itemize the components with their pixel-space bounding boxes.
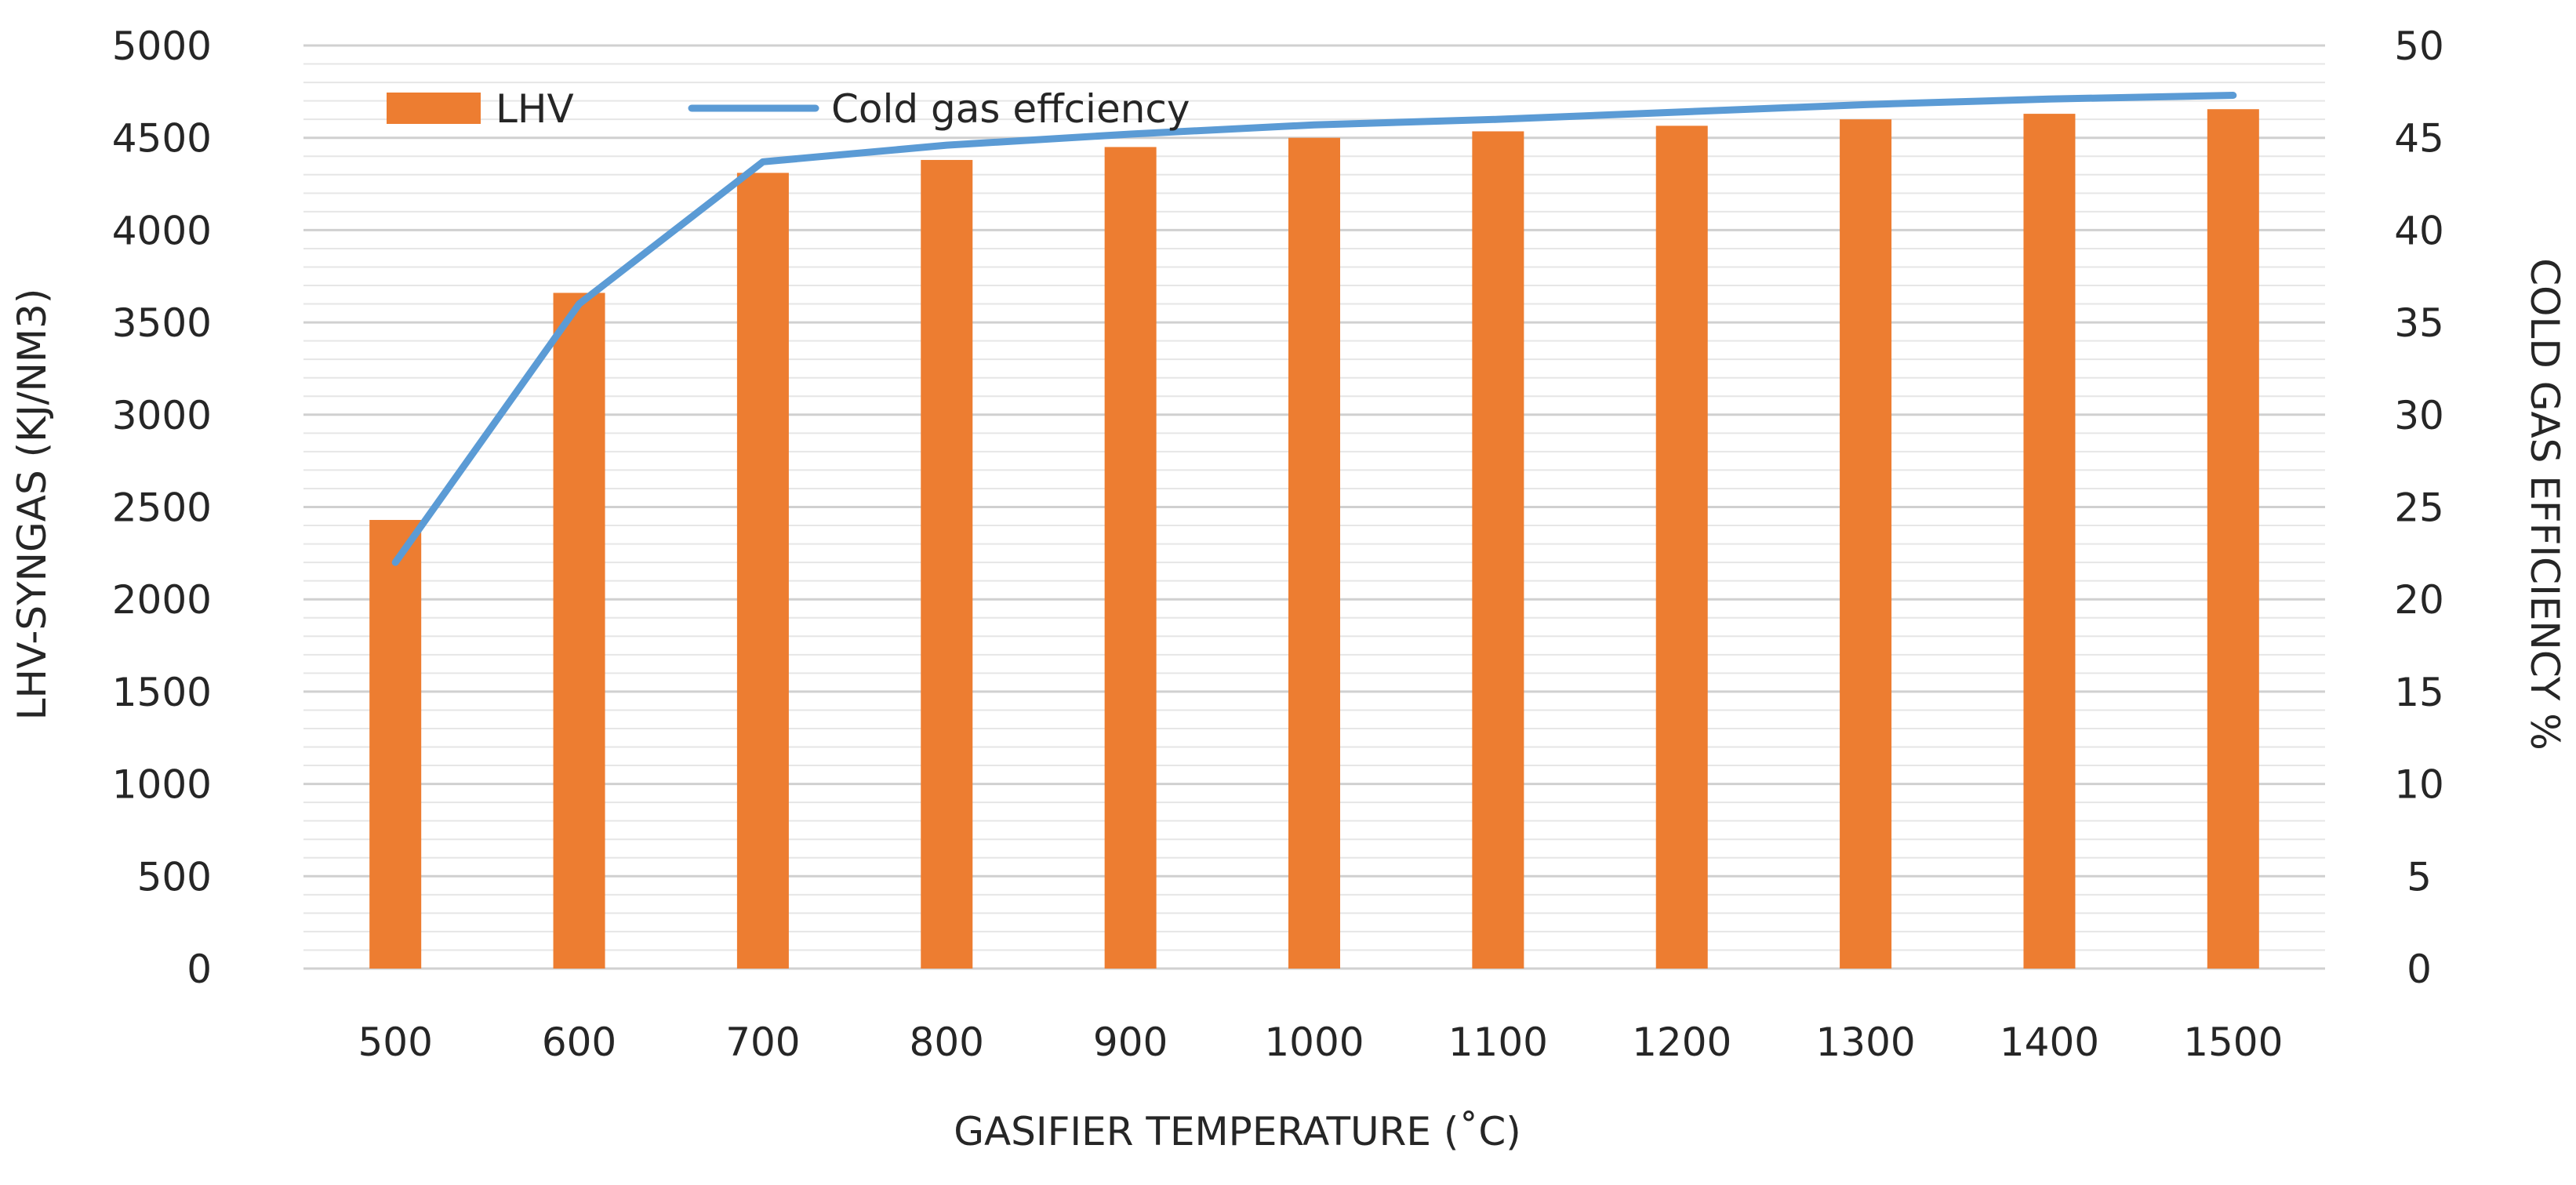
y-tick-label: 2000 [112, 577, 212, 623]
legend-label-efficiency: Cold gas effciency [831, 86, 1190, 132]
lhv-bar-1200 [1655, 125, 1708, 969]
y-tick-label: 3000 [112, 393, 212, 438]
y-tick-label: 4000 [112, 208, 212, 253]
y2-tick-label: 30 [2394, 393, 2444, 438]
right-axis-ticks: 0 5 10 15 20 25 30 35 40 45 50 [2394, 24, 2444, 992]
x-tick-label: 1400 [2000, 1020, 2099, 1065]
y-tick-label: 3500 [112, 300, 212, 346]
cold-gas-efficiency-line [391, 92, 2237, 566]
legend: LHV Cold gas effciency [387, 86, 1190, 132]
lhv-bar-800 [921, 159, 973, 969]
left-axis-ticks: 0 500 1000 1500 2000 2500 3000 3500 4000 4500 5000 [112, 24, 212, 992]
x-tick-label: 900 [1093, 1020, 1168, 1065]
y-tick-label: 2500 [112, 485, 212, 531]
y-tick-label: 1500 [112, 670, 212, 715]
lhv-bar-1100 [1472, 131, 1524, 969]
legend-label-lhv: LHV [496, 86, 574, 132]
x-tick-label: 700 [725, 1020, 800, 1065]
y-tick-label: 5000 [112, 24, 212, 69]
y2-tick-label: 20 [2394, 577, 2444, 623]
x-tick-label: 1500 [2183, 1020, 2283, 1065]
y-tick-label: 1000 [112, 762, 212, 808]
y2-tick-label: 50 [2394, 24, 2444, 69]
x-tick-label: 1300 [1815, 1020, 1915, 1065]
lhv-bar-1400 [2023, 114, 2076, 969]
lhv-bar-1500 [2207, 109, 2259, 969]
x-tick-label: 600 [542, 1020, 616, 1065]
lhv-bar-500 [369, 519, 422, 969]
y-tick-label: 4500 [112, 116, 212, 162]
lhv-bar-900 [1104, 147, 1157, 969]
y2-tick-label: 5 [2407, 854, 2432, 900]
y2-tick-label: 35 [2394, 300, 2444, 346]
lhv-bar-1300 [1840, 119, 1892, 969]
y-tick-label: 500 [137, 854, 212, 900]
x-axis-title: GASIFIER TEMPERATURE (˚C) [954, 1109, 1521, 1154]
lhv-bar-1000 [1288, 137, 1340, 969]
lhv-bars [369, 109, 2259, 969]
x-axis-ticks: 500 600 700 800 900 1000 1100 1200 1300 1400 1500 [358, 1020, 2283, 1065]
x-tick-label: 800 [910, 1020, 984, 1065]
y-tick-label: 0 [187, 947, 212, 992]
y2-tick-label: 10 [2394, 762, 2444, 808]
y-axis-title: LHV-SYNGAS (KJ/NM3) [9, 289, 55, 721]
y2-tick-label: 0 [2407, 947, 2432, 992]
x-tick-label: 1200 [1632, 1020, 1731, 1065]
x-tick-label: 1100 [1448, 1020, 1548, 1065]
efficiency-line-layer [391, 92, 2237, 566]
lhv-bar-600 [553, 293, 605, 969]
y2-tick-label: 15 [2394, 670, 2444, 715]
y2-tick-label: 25 [2394, 485, 2444, 531]
x-tick-label: 1000 [1264, 1020, 1364, 1065]
legend-swatch-lhv [387, 93, 481, 124]
y2-tick-label: 45 [2394, 116, 2444, 162]
y2-tick-label: 40 [2394, 208, 2444, 253]
lhv-bar-700 [736, 173, 789, 969]
y2-axis-title: COLD GAS EFFICIENCY % [2522, 258, 2567, 751]
x-tick-label: 500 [358, 1020, 432, 1065]
